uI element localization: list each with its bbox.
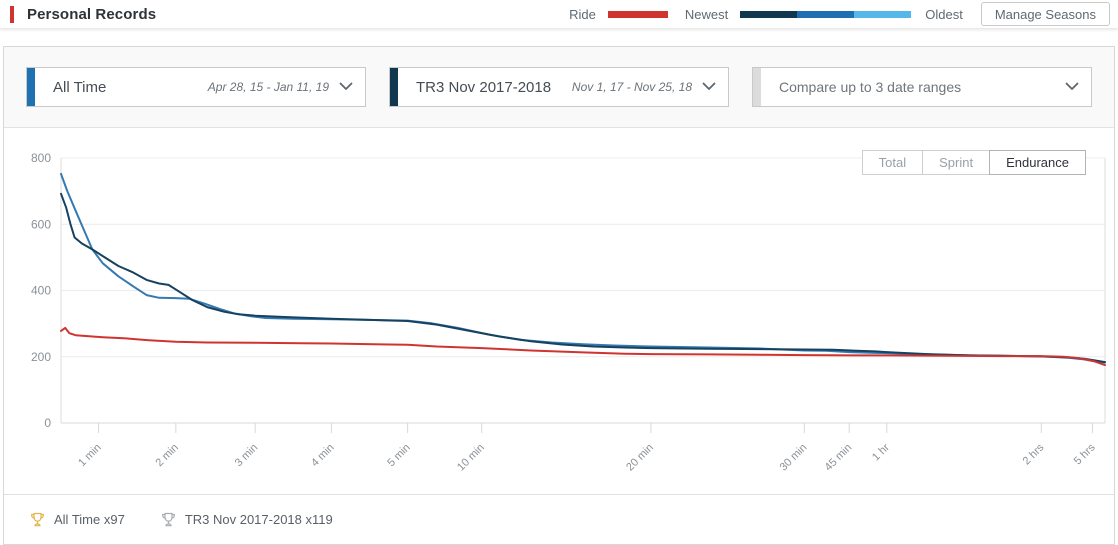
date-range-selector-all-time[interactable]: All Time Apr 28, 15 - Jan 11, 19 (26, 67, 366, 107)
oldest-color-segment (854, 10, 912, 18)
all-time-date-range: Apr 28, 15 - Jan 11, 19 (207, 80, 329, 94)
power-curve-chart: 0 200 400 600 800 1 min 2 min 3 min 4 min 5 min 10… (31, 151, 1106, 474)
compare-placeholder-text: Compare up to 3 date ranges (779, 79, 962, 95)
stats-footer: All Time x97 TR3 Nov 2017-2018 x119 (4, 494, 1114, 544)
title-accent-bar (10, 5, 14, 23)
oldest-legend-label: Oldest (925, 6, 963, 22)
tab-sprint[interactable]: Sprint (922, 150, 991, 175)
personal-records-card: All Time Apr 28, 15 - Jan 11, 19 TR3 Nov… (3, 46, 1115, 545)
page-header: Personal Records Ride Newest Oldest Mana… (0, 0, 1118, 28)
chart-section: Total Sprint Endurance 0 200 400 600 800 1 mi… (4, 128, 1114, 494)
date-range-selector-tr3-season[interactable]: TR3 Nov 2017-2018 Nov 1, 17 - Nov 25, 18 (389, 67, 729, 107)
tr3-season-date-range: Nov 1, 17 - Nov 25, 18 (571, 80, 692, 94)
tr3-season-title: TR3 Nov 2017-2018 (416, 78, 552, 96)
all-time-title: All Time (53, 78, 107, 96)
stat-label: All Time x97 (54, 512, 125, 527)
svg-text:5 min: 5 min (385, 442, 413, 470)
season-color-gradient (740, 10, 912, 18)
all-time-accent-bar (27, 68, 35, 106)
chart-legend: Ride Newest Oldest Manage Seasons (569, 2, 1118, 26)
compare-accent-bar (753, 68, 761, 106)
svg-text:2 hrs: 2 hrs (1021, 441, 1047, 467)
middle-color-segment (797, 10, 855, 18)
svg-text:600: 600 (31, 217, 51, 231)
trophy-icon (31, 512, 44, 526)
svg-text:4 min: 4 min (309, 442, 337, 470)
manage-seasons-button[interactable]: Manage Seasons (980, 2, 1110, 26)
all-time-record-count: All Time x97 (30, 512, 125, 528)
ride-color-swatch (607, 10, 668, 18)
svg-text:2 min: 2 min (153, 442, 181, 470)
svg-text:30 min: 30 min (778, 442, 810, 474)
date-range-selector-compare[interactable]: Compare up to 3 date ranges (752, 67, 1092, 107)
svg-text:20 min: 20 min (624, 442, 656, 474)
svg-text:800: 800 (31, 151, 51, 165)
date-range-selector-row: All Time Apr 28, 15 - Jan 11, 19 TR3 Nov… (4, 47, 1114, 128)
trophy-icon (161, 512, 175, 526)
chevron-down-icon[interactable] (702, 78, 716, 96)
chevron-down-icon[interactable] (1065, 78, 1079, 96)
tr3-season-accent-bar (390, 68, 398, 106)
tr3-season-record-count: TR3 Nov 2017-2018 x119 (161, 512, 333, 528)
newest-color-segment (740, 10, 798, 18)
tab-total[interactable]: Total (861, 150, 924, 175)
record-type-toggle: Total Sprint Endurance (861, 150, 1086, 175)
stat-label: TR3 Nov 2017-2018 x119 (184, 512, 333, 527)
svg-text:400: 400 (31, 284, 51, 298)
svg-text:45 min: 45 min (822, 442, 854, 474)
svg-text:5 hrs: 5 hrs (1072, 441, 1098, 467)
svg-text:3 min: 3 min (233, 442, 261, 470)
svg-text:10 min: 10 min (455, 442, 487, 474)
chevron-down-icon[interactable] (339, 78, 353, 96)
ride-legend-label: Ride (569, 6, 596, 22)
newest-legend-label: Newest (684, 6, 729, 22)
svg-text:200: 200 (31, 350, 51, 364)
svg-text:0: 0 (44, 416, 51, 430)
page-title: Personal Records (27, 5, 157, 23)
tab-endurance[interactable]: Endurance (989, 150, 1086, 175)
svg-text:1 hr: 1 hr (870, 441, 892, 463)
svg-text:1 min: 1 min (76, 442, 104, 470)
